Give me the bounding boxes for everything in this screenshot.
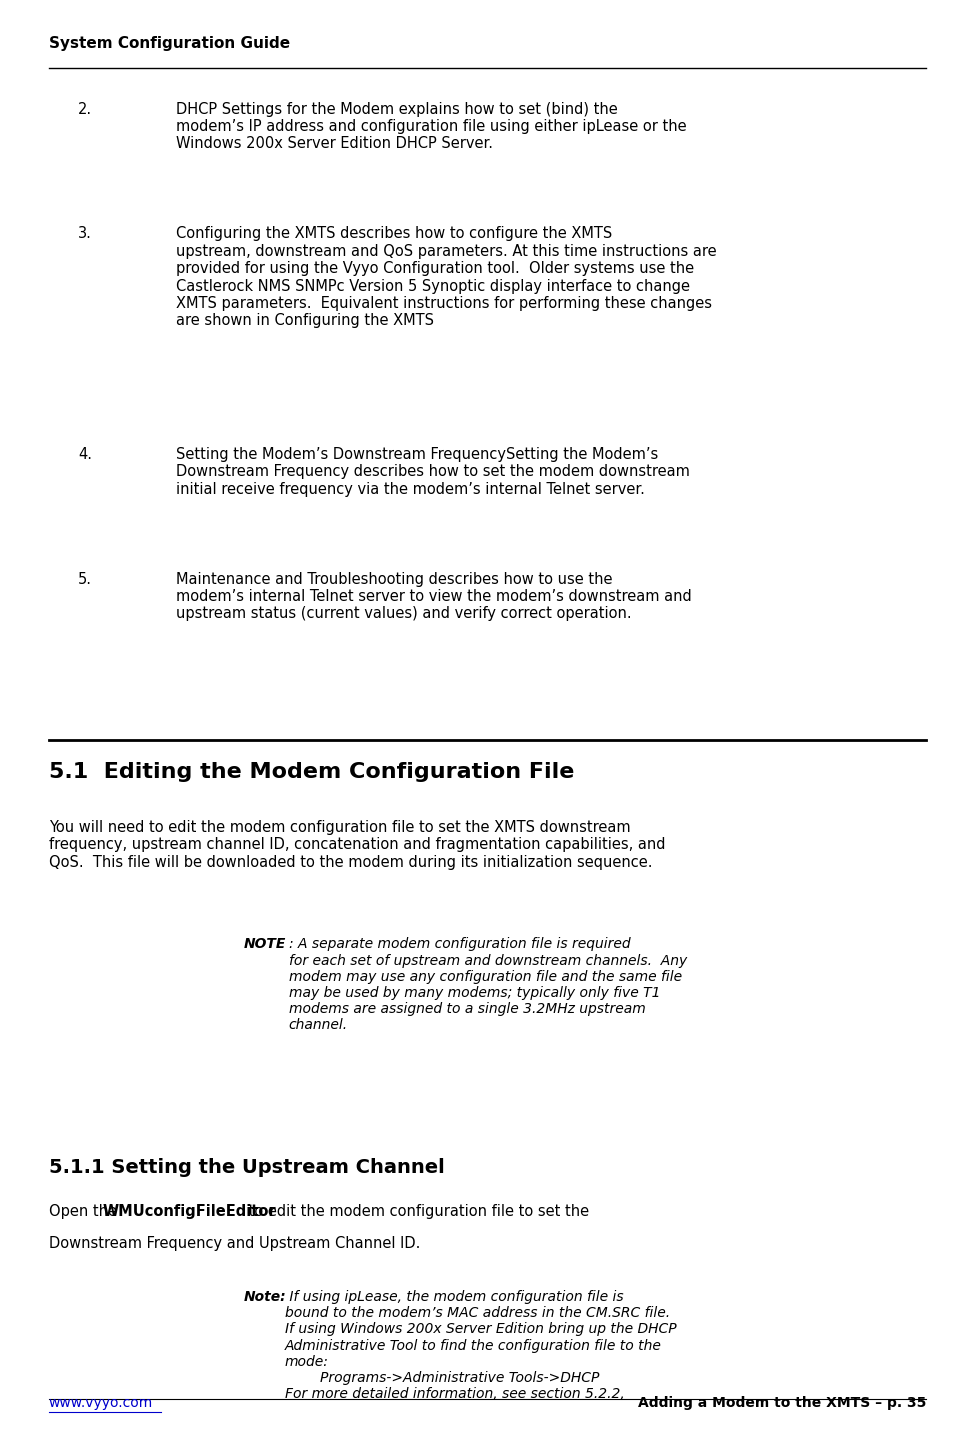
Text: DHCP Settings for the Modem explains how to set (bind) the
modem’s IP address an: DHCP Settings for the Modem explains how… [176, 102, 686, 151]
Text: System Configuration Guide: System Configuration Guide [49, 36, 290, 51]
Text: 5.1.1 Setting the Upstream Channel: 5.1.1 Setting the Upstream Channel [49, 1158, 445, 1177]
Text: If using ipLease, the modem configuration file is
bound to the modem’s MAC addre: If using ipLease, the modem configuratio… [285, 1290, 677, 1402]
Text: 3.: 3. [78, 226, 92, 241]
Text: Open the: Open the [49, 1204, 121, 1219]
Text: Downstream Frequency and Upstream Channel ID.: Downstream Frequency and Upstream Channe… [49, 1236, 420, 1251]
Text: Setting the Modem’s Downstream FrequencySetting the Modem’s
Downstream Frequency: Setting the Modem’s Downstream Frequency… [176, 447, 689, 496]
Text: Maintenance and Troubleshooting describes how to use the
modem’s internal Telnet: Maintenance and Troubleshooting describe… [176, 572, 691, 621]
Text: 5.1  Editing the Modem Configuration File: 5.1 Editing the Modem Configuration File [49, 762, 574, 782]
Text: Note:: Note: [244, 1290, 287, 1304]
Text: NOTE: NOTE [244, 937, 286, 952]
Text: 5.: 5. [78, 572, 92, 586]
Text: 4.: 4. [78, 447, 92, 461]
Text: Adding a Modem to the XMTS – p. 35: Adding a Modem to the XMTS – p. 35 [638, 1396, 926, 1410]
Text: : A separate modem configuration file is required
for each set of upstream and d: : A separate modem configuration file is… [289, 937, 686, 1032]
Text: WMUconfigFileEditor: WMUconfigFileEditor [102, 1204, 276, 1219]
Text: to edit the modem configuration file to set the: to edit the modem configuration file to … [244, 1204, 589, 1219]
Text: 2.: 2. [78, 102, 92, 116]
Text: www.vyyo.com: www.vyyo.com [49, 1396, 153, 1410]
Text: Configuring the XMTS describes how to configure the XMTS
upstream, downstream an: Configuring the XMTS describes how to co… [176, 226, 716, 328]
Text: You will need to edit the modem configuration file to set the XMTS downstream
fr: You will need to edit the modem configur… [49, 820, 665, 869]
